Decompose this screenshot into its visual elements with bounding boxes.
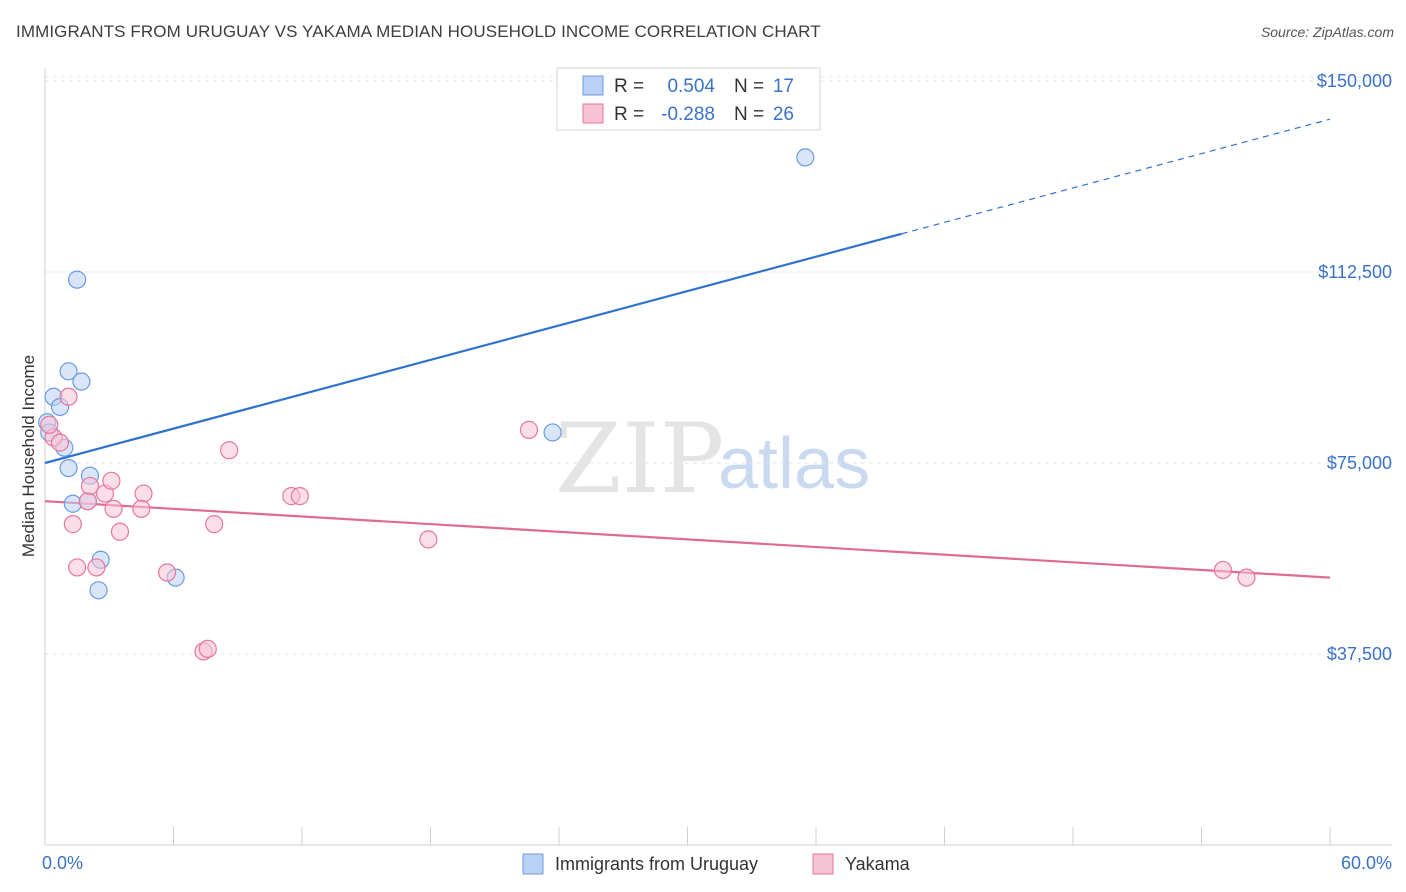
y-tick-label: $112,500 bbox=[1318, 262, 1392, 282]
watermark-atlas: atlas bbox=[718, 424, 870, 504]
scatter-point-yakama bbox=[220, 441, 239, 460]
scatter-point-yakama bbox=[157, 563, 177, 582]
scatter-point-uruguay bbox=[543, 423, 562, 442]
scatter-point-yakama bbox=[78, 492, 97, 511]
scatter-point-yakama bbox=[68, 558, 87, 577]
legend-swatch-yakama bbox=[582, 103, 604, 124]
legend-r-value-2: -0.288 bbox=[661, 104, 715, 125]
series-legend: Immigrants from Uruguay Yakama bbox=[522, 853, 911, 875]
scatter-point-yakama bbox=[134, 484, 153, 503]
scatter-point-yakama bbox=[87, 558, 106, 577]
scatter-point-yakama bbox=[80, 476, 100, 496]
scatter-point-uruguay bbox=[89, 581, 108, 600]
scatter-point-uruguay bbox=[63, 494, 82, 513]
watermark-zip: ZIP bbox=[555, 403, 724, 515]
x-tick-label-max: 60.0% bbox=[1341, 853, 1392, 873]
trend-line-uruguay bbox=[44, 232, 902, 465]
stats-legend: R = 0.504 N = 17 R = -0.288 N = 26 bbox=[556, 67, 821, 131]
y-tick-label: $37,500 bbox=[1327, 644, 1392, 664]
scatter-point-yakama bbox=[290, 487, 309, 506]
legend-r-label-1: R = bbox=[614, 76, 644, 97]
scatter-point-yakama bbox=[63, 515, 82, 534]
scatter-point-uruguay bbox=[72, 372, 91, 391]
x-tick-label-min: 0.0% bbox=[42, 853, 83, 873]
scatter-point-yakama bbox=[198, 639, 217, 659]
legend-n-value-2: 26 bbox=[773, 104, 794, 125]
trend-line-uruguay-extension bbox=[901, 118, 1331, 235]
legend-r-label-2: R = bbox=[614, 104, 644, 125]
scatter-point-yakama bbox=[205, 515, 224, 534]
scatter-point-uruguay bbox=[68, 270, 87, 289]
scatter-point-yakama bbox=[102, 471, 121, 490]
legend-n-label-1: N = bbox=[734, 76, 764, 97]
scatter-point-yakama bbox=[50, 433, 70, 452]
scatter-point-yakama bbox=[59, 387, 78, 406]
chart-title: IMMIGRANTS FROM URUGUAY VS YAKAMA MEDIAN… bbox=[16, 22, 821, 41]
scatter-point-yakama bbox=[519, 420, 539, 439]
y-tick-label: $75,000 bbox=[1327, 453, 1392, 473]
bottom-legend-label-uruguay: Immigrants from Uruguay bbox=[555, 854, 758, 874]
legend-n-value-1: 17 bbox=[773, 76, 794, 97]
y-axis-label: Median Household Income bbox=[19, 355, 38, 557]
scatter-points bbox=[38, 148, 1256, 661]
scatter-point-yakama bbox=[132, 499, 151, 518]
scatter-point-uruguay bbox=[59, 458, 78, 478]
y-tick-labels: $37,500 $75,000 $112,500 $150,000 bbox=[1317, 71, 1392, 664]
scatter-point-yakama bbox=[40, 415, 59, 434]
trend-lines bbox=[44, 118, 1331, 579]
bottom-legend-swatch-uruguay bbox=[522, 853, 544, 875]
scatter-point-uruguay bbox=[59, 362, 78, 381]
scatter-point-yakama bbox=[419, 530, 438, 549]
bottom-legend-label-yakama: Yakama bbox=[845, 854, 911, 874]
legend-r-value-1: 0.504 bbox=[667, 76, 715, 97]
source-label: Source: ZipAtlas.com bbox=[1260, 24, 1394, 40]
scatter-point-yakama bbox=[104, 499, 123, 518]
bottom-legend-swatch-yakama bbox=[812, 853, 834, 875]
x-ticks bbox=[44, 827, 1331, 845]
legend-swatch-uruguay bbox=[582, 75, 604, 96]
gridlines bbox=[45, 76, 1392, 655]
scatter-point-yakama bbox=[1237, 568, 1256, 587]
legend-n-label-2: N = bbox=[734, 104, 764, 125]
trend-line-yakama bbox=[44, 500, 1331, 579]
y-tick-label: $150,000 bbox=[1317, 71, 1392, 91]
scatter-point-yakama bbox=[1213, 560, 1233, 580]
scatter-point-yakama bbox=[110, 522, 130, 541]
scatter-point-uruguay bbox=[796, 148, 815, 167]
